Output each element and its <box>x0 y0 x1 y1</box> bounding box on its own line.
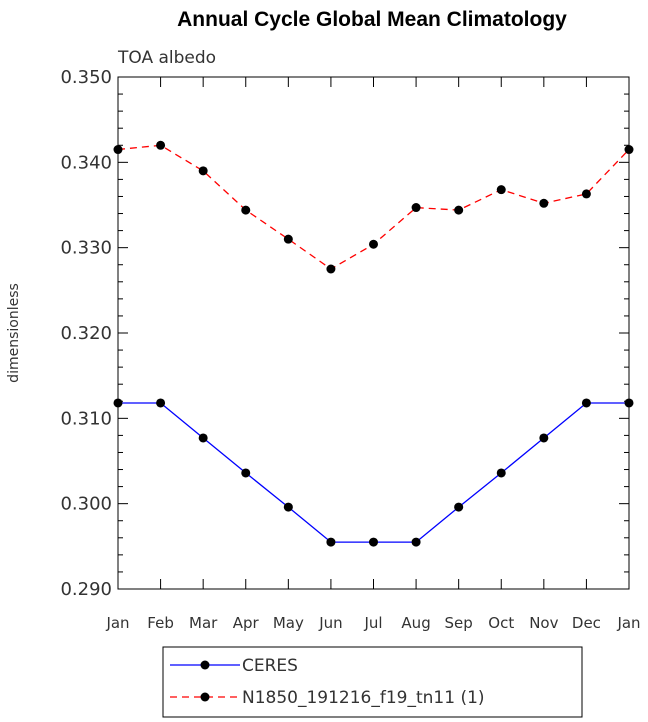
plot-axes <box>117 76 630 590</box>
series-0-point <box>326 537 336 547</box>
series-1-point <box>411 203 421 213</box>
series-0-point <box>283 502 293 512</box>
legend-label-ceres: CERES <box>242 656 298 676</box>
series-1-point <box>624 145 634 155</box>
x-tick-label: Oct <box>488 614 514 632</box>
y-tick-label: 0.350 <box>60 67 112 88</box>
series-0-point <box>156 398 166 408</box>
y-tick-label: 0.310 <box>60 408 112 429</box>
legend-label-model: N1850_191216_f19_tn11 (1) <box>242 688 485 708</box>
series-1-point <box>241 205 251 215</box>
series-0-point <box>539 433 549 443</box>
series-0-point <box>496 468 506 478</box>
y-tick-label: 0.340 <box>60 152 112 173</box>
x-tick-label: Sep <box>445 614 473 632</box>
series-1-point <box>283 234 293 244</box>
y-tick-label: 0.320 <box>60 323 112 344</box>
x-tick-label: Jan <box>105 614 129 632</box>
series-1-point <box>581 189 591 199</box>
series-1-point <box>369 239 378 249</box>
legend-box <box>162 646 583 718</box>
x-tick-labels: Jan Feb Mar Apr May Jun Jul Aug Sep Oct Nov Dec Jan <box>105 614 640 632</box>
series-1-point <box>198 166 208 176</box>
series-line-1 <box>117 144 630 270</box>
series-layer <box>113 140 634 547</box>
series-0-point <box>624 398 634 408</box>
y-tick-label: 0.290 <box>60 579 112 600</box>
series-0-point <box>113 398 123 408</box>
x-tick-label: Dec <box>572 614 601 632</box>
legend-marker-ceres <box>200 660 210 670</box>
y-axis-label: dimensionless <box>6 283 22 383</box>
chart-title: Annual Cycle Global Mean Climatology <box>177 8 567 31</box>
y-tick-labels: 0.290 0.300 0.310 0.320 0.330 0.340 0.350 <box>60 67 112 600</box>
series-0-point <box>454 502 464 512</box>
series-1-point <box>113 145 123 155</box>
y-tick-label: 0.330 <box>60 238 112 259</box>
series-0-point <box>411 537 421 547</box>
x-tick-label: Aug <box>401 614 430 632</box>
x-tick-label: Jun <box>318 614 342 632</box>
chart-subtitle: TOA albedo <box>117 48 216 68</box>
legend-marker-model <box>200 692 210 702</box>
series-0-point <box>369 537 378 547</box>
series-line-0 <box>118 402 629 543</box>
series-0-point <box>581 398 591 408</box>
series-1-point <box>454 205 464 215</box>
x-tick-label: May <box>273 614 304 632</box>
x-tick-label: Mar <box>189 614 218 632</box>
series-1-point <box>326 264 336 274</box>
series-1-point <box>539 198 549 208</box>
series-0-point <box>241 468 251 478</box>
y-tick-label: 0.300 <box>60 494 112 515</box>
plot-frame <box>117 76 630 590</box>
series-1-point <box>156 140 166 150</box>
legend: CERES N1850_191216_f19_tn11 (1) <box>162 646 583 718</box>
x-tick-label: Feb <box>147 614 174 632</box>
x-tick-label: Apr <box>233 614 260 632</box>
x-tick-label: Jul <box>363 614 382 632</box>
series-1-point <box>496 185 506 195</box>
series-0-point <box>198 433 208 443</box>
x-tick-label: Jan <box>616 614 640 632</box>
x-tick-label: Nov <box>529 614 558 632</box>
